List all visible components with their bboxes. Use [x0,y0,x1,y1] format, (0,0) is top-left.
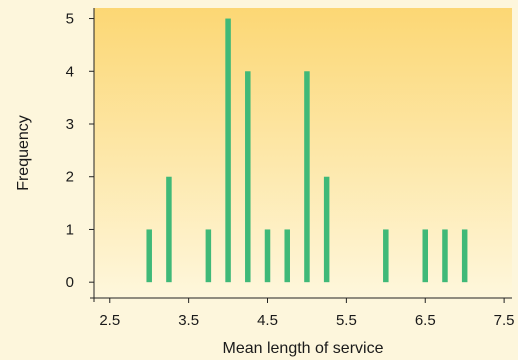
histogram-bar [422,229,428,283]
y-tick-label: 3 [66,116,74,133]
histogram-bar [284,229,290,283]
x-tick-label: 5.5 [336,312,357,329]
x-tick-label: 7.5 [494,312,515,329]
y-tick-label: 0 [66,274,74,291]
y-tick-label: 2 [66,169,74,186]
y-ticks-group: 0 1 2 3 4 5 [66,11,94,291]
x-tick-label: 4.5 [257,312,278,329]
x-tick-label: 2.5 [99,312,120,329]
bars-group [146,18,468,283]
x-ticks-group: 2.5 3.5 4.5 5.5 6.5 7.5 [99,298,515,329]
x-tick-label: 6.5 [415,312,436,329]
histogram-bar [383,229,389,283]
histogram-bar [264,229,271,283]
plot-area [94,8,512,298]
y-tick-label: 1 [66,221,74,238]
histogram-bar [461,229,468,283]
x-tick-label: 3.5 [178,312,199,329]
y-tick-label: 4 [66,63,74,80]
histogram-bar [166,176,172,283]
x-axis-title: Mean length of service [223,340,384,357]
histogram-bar [225,18,231,283]
histogram-bar [146,229,152,283]
histogram-bar [323,176,330,283]
histogram-bar [304,71,310,283]
histogram-bar [205,229,212,283]
y-tick-label: 5 [66,11,74,28]
histogram-bar [442,229,448,283]
y-axis-title: Frequency [15,115,32,191]
histogram-bar [245,71,251,283]
